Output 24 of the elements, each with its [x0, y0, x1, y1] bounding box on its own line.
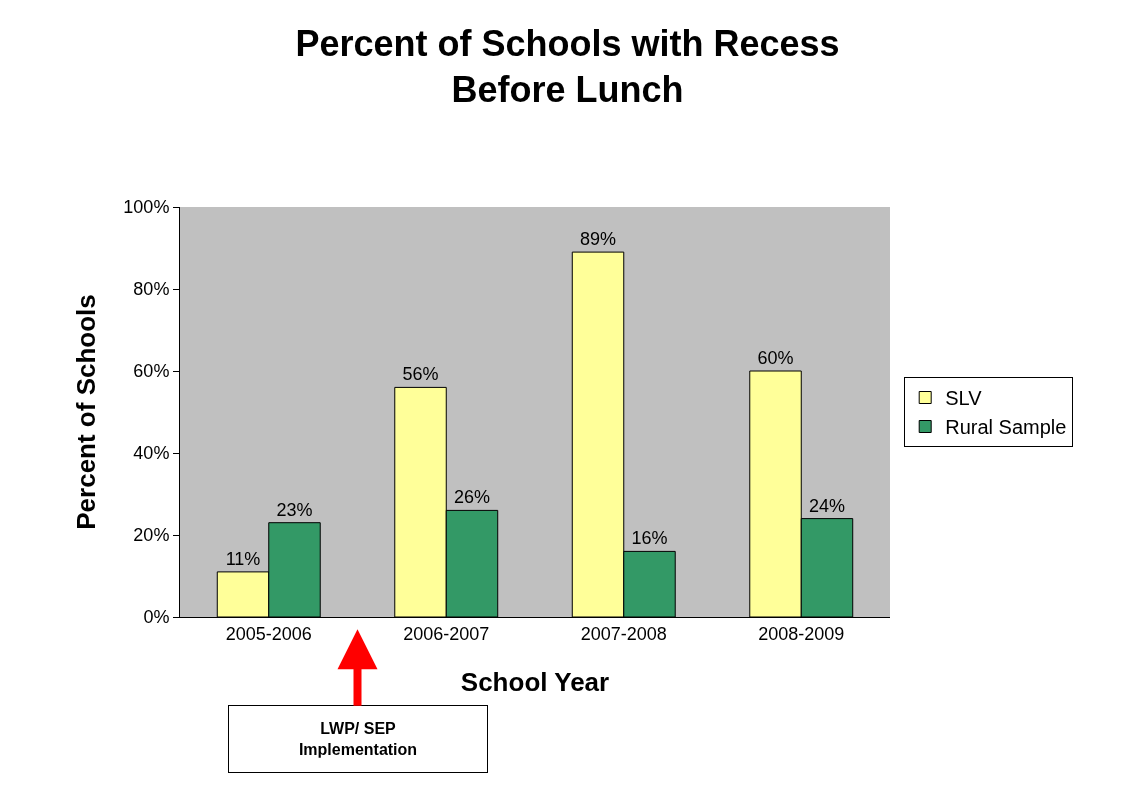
y-axis-title: Percent of Schools [70, 294, 101, 530]
data-label: 24% [808, 495, 846, 516]
y-tick-label: 80% [133, 279, 170, 300]
legend-label: SLV [945, 387, 983, 410]
x-tick-label: 2007-2008 [580, 623, 667, 644]
data-label: 16% [631, 528, 668, 549]
x-tick-label: 2008-2009 [758, 623, 845, 644]
x-tick-label: 2005-2006 [225, 623, 312, 644]
x-tick-label: 2006-2007 [403, 623, 490, 644]
y-tick-label: 40% [133, 443, 170, 464]
chart-title: Percent of Schools with Recess Before Lunch [295, 22, 840, 111]
legend-label: Rural Sample [945, 416, 1067, 439]
data-label: 56% [402, 364, 439, 385]
y-tick-label: 20% [133, 525, 170, 546]
y-tick-label: 100% [123, 197, 170, 218]
data-label: 23% [276, 499, 313, 520]
text: LWP/ SEP Implementation [298, 720, 418, 758]
data-label: 60% [757, 348, 794, 368]
data-label: 11% [225, 548, 261, 569]
y-tick-label: 0% [143, 607, 170, 628]
x-axis-title: School Year [460, 667, 610, 698]
data-label: 26% [453, 487, 491, 508]
data-label: 89% [580, 229, 617, 250]
y-tick-label: 60% [133, 361, 170, 382]
